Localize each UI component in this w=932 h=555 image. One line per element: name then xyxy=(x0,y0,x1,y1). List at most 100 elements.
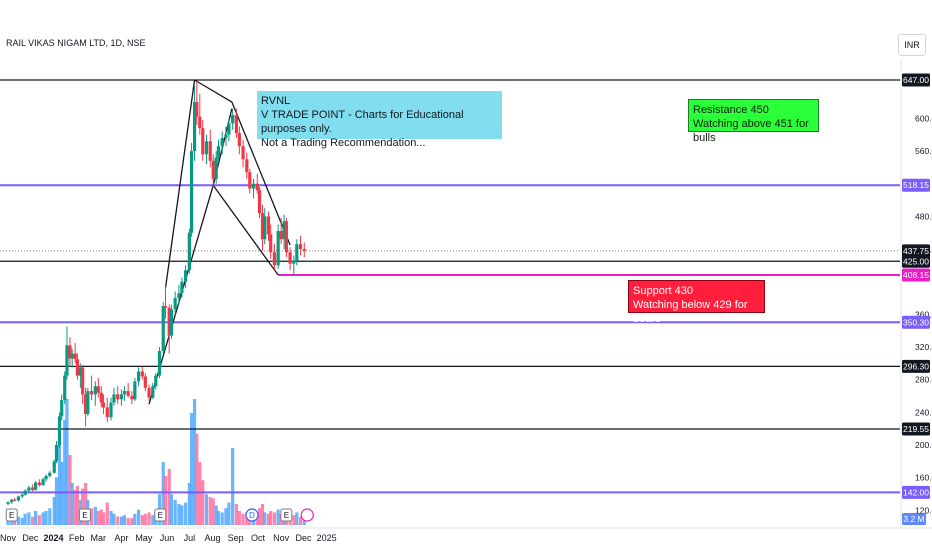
candle-body xyxy=(163,306,168,308)
candle-body xyxy=(195,102,199,117)
candle-body xyxy=(192,102,197,152)
price-tag xyxy=(902,254,930,268)
candle-body xyxy=(260,213,265,240)
candle-body xyxy=(214,157,218,179)
volume-bar xyxy=(161,462,165,525)
candle-body xyxy=(23,490,27,495)
x-tick-label: Mar xyxy=(91,533,107,543)
volume-bar xyxy=(70,483,74,525)
price-tag-label: 408.15 xyxy=(903,270,929,280)
volume-bar xyxy=(126,518,130,525)
candle-body xyxy=(133,381,137,400)
candle-body xyxy=(73,353,77,360)
upcoming-event-icon xyxy=(300,508,314,522)
candle-body xyxy=(34,482,38,490)
volume-bar xyxy=(184,502,188,525)
x-tick-label: Dec xyxy=(296,533,313,543)
candle-body xyxy=(208,141,212,161)
volume-bar xyxy=(130,518,134,525)
price-tag-label: 142.00 xyxy=(903,487,929,497)
y-tick-label: 360.00 xyxy=(915,309,932,319)
x-tick-label: 2024 xyxy=(44,533,64,543)
candle-body xyxy=(89,391,94,395)
candle-body xyxy=(70,353,74,359)
candle-body xyxy=(295,244,299,261)
x-tick-label: Sep xyxy=(228,533,244,543)
volume-bar xyxy=(298,516,303,525)
x-tick-label: Nov xyxy=(0,533,16,543)
candle-body xyxy=(154,375,158,387)
candle-body xyxy=(266,216,271,235)
candle-body xyxy=(245,159,249,173)
earnings-marker xyxy=(154,508,167,522)
volume-bar xyxy=(295,512,299,525)
y-tick-label: 120.00 xyxy=(915,505,932,515)
volume-bar xyxy=(48,508,52,525)
candle-body xyxy=(54,445,59,462)
candle-body xyxy=(60,400,64,417)
volume-bar xyxy=(105,502,109,525)
candle-body xyxy=(27,487,31,491)
volume-bar xyxy=(119,516,124,525)
y-tick-label: 480.00 xyxy=(915,211,932,221)
volume-bar xyxy=(6,519,10,525)
y-tick-label: 280.00 xyxy=(915,375,932,385)
volume-bar xyxy=(60,462,64,525)
chart-title: RAIL VIKAS NIGAM LTD, 1D, NSE xyxy=(6,38,146,48)
disclaimer-note: RVNL V TRADE POINT - Charts for Educatio… xyxy=(257,91,502,149)
candle-body xyxy=(109,402,113,418)
y-tick-label: 200.00 xyxy=(915,440,932,450)
volume-tag xyxy=(902,513,926,525)
volume-bar xyxy=(276,509,280,525)
candle-body xyxy=(126,391,130,397)
candle-body xyxy=(177,293,181,299)
candle-body xyxy=(224,134,228,138)
volume-bar xyxy=(211,498,215,525)
candle-body xyxy=(288,252,292,264)
candle-body xyxy=(112,394,116,403)
currency-button[interactable]: INR xyxy=(898,34,926,56)
x-tick-label: Aug xyxy=(204,533,220,543)
candle-body xyxy=(220,137,224,147)
candle-body xyxy=(48,472,52,477)
earnings-marker xyxy=(280,508,293,522)
candle-body xyxy=(234,115,238,134)
volume-bar xyxy=(177,504,181,525)
price-tag-label: 647.00 xyxy=(903,75,929,85)
y-tick-label: 320.00 xyxy=(915,342,932,352)
y-tick-label: 560.00 xyxy=(915,146,932,156)
candle-body xyxy=(169,309,174,336)
candle-body xyxy=(284,221,288,253)
volume-bar xyxy=(81,488,85,525)
support-note: Support 430 Watching below 429 for bears xyxy=(628,280,765,325)
candle-body xyxy=(204,141,209,155)
dividend-marker-label: D xyxy=(249,511,255,520)
candle-body xyxy=(187,232,191,271)
candle-body xyxy=(10,499,14,503)
candle-body xyxy=(86,391,90,414)
volume-bar xyxy=(189,413,194,525)
volume-bar xyxy=(20,518,24,525)
candle-body xyxy=(137,371,141,382)
candle-body xyxy=(81,367,85,395)
y-tick-label: 600.00 xyxy=(915,113,932,123)
candle-body xyxy=(251,183,256,189)
volume-bar xyxy=(122,515,127,525)
x-tick-label: Feb xyxy=(69,533,85,543)
volume-bar xyxy=(63,420,67,525)
volume-bar xyxy=(224,508,228,525)
candle-body xyxy=(16,496,21,501)
volume-bar xyxy=(140,515,144,525)
price-tag-label: 296.30 xyxy=(903,361,929,371)
candle-body xyxy=(75,359,80,376)
volume-bar xyxy=(44,511,48,525)
price-tag xyxy=(902,422,930,436)
volume-bar xyxy=(208,497,212,525)
price-tag-label: 350.30 xyxy=(903,317,929,327)
volume-bar xyxy=(23,513,27,525)
price-tag xyxy=(902,315,930,329)
candle-body xyxy=(119,394,124,400)
price-tag-label: 518.15 xyxy=(903,180,929,190)
volume-bar xyxy=(27,512,31,525)
